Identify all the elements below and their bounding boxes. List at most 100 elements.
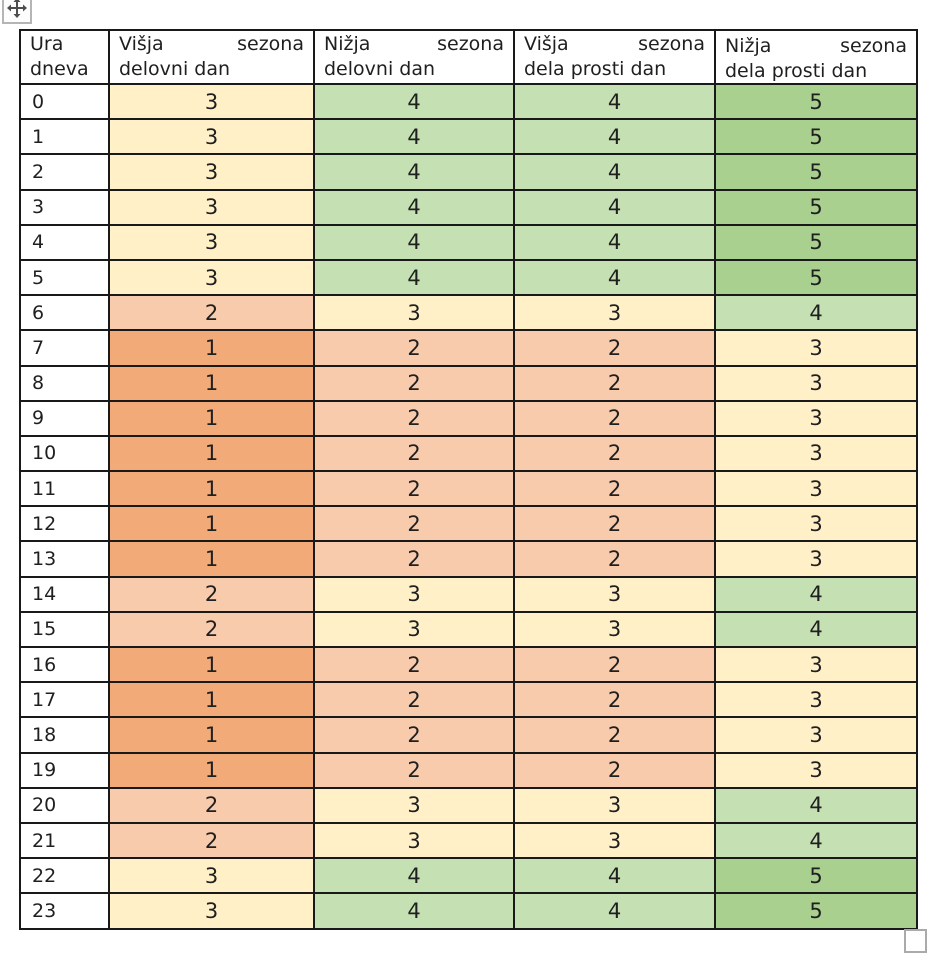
tariff-value-cell[interactable]: 2 [110,788,315,824]
tariff-value-cell[interactable]: 2 [110,823,315,860]
tariff-value-cell[interactable]: 4 [315,260,515,297]
tariff-value-cell[interactable]: 2 [315,753,515,789]
tariff-value-cell[interactable]: 3 [315,296,515,332]
tariff-value-cell[interactable]: 3 [716,648,918,684]
tariff-value-cell[interactable]: 2 [315,331,515,367]
tariff-value-cell[interactable]: 1 [110,753,315,789]
tariff-value-cell[interactable]: 4 [515,859,716,895]
hour-cell[interactable]: 14 [21,577,110,613]
tariff-value-cell[interactable]: 4 [315,155,515,191]
tariff-value-cell[interactable]: 2 [515,507,716,543]
column-header-low-season-workday[interactable]: Nižja sezona delovni dan [315,31,515,85]
hour-cell[interactable]: 16 [21,648,110,684]
hour-cell[interactable]: 4 [21,225,110,261]
column-header-low-season-freeday[interactable]: Nižja sezona dela prosti dan [716,31,918,85]
hour-cell[interactable]: 20 [21,788,110,824]
tariff-value-cell[interactable]: 5 [716,260,918,297]
tariff-value-cell[interactable]: 3 [110,120,315,156]
tariff-value-cell[interactable]: 3 [515,823,716,860]
tariff-value-cell[interactable]: 1 [110,366,315,402]
tariff-value-cell[interactable]: 3 [110,155,315,191]
tariff-value-cell[interactable]: 3 [716,683,918,719]
tariff-value-cell[interactable]: 1 [110,648,315,684]
tariff-value-cell[interactable]: 2 [515,648,716,684]
tariff-value-cell[interactable]: 3 [716,366,918,402]
hour-cell[interactable]: 3 [21,190,110,226]
tariff-value-cell[interactable]: 5 [716,155,918,191]
tariff-value-cell[interactable]: 2 [515,331,716,367]
hour-cell[interactable]: 21 [21,823,110,860]
tariff-value-cell[interactable]: 1 [110,507,315,543]
tariff-value-cell[interactable]: 4 [315,225,515,261]
tariff-value-cell[interactable]: 4 [315,120,515,156]
tariff-value-cell[interactable]: 2 [515,366,716,402]
tariff-value-cell[interactable]: 3 [716,753,918,789]
tariff-value-cell[interactable]: 2 [315,507,515,543]
table-resize-handle[interactable] [904,929,927,953]
tariff-value-cell[interactable]: 3 [515,577,716,613]
tariff-value-cell[interactable]: 2 [515,472,716,508]
tariff-value-cell[interactable]: 2 [515,542,716,578]
tariff-value-cell[interactable]: 5 [716,190,918,226]
tariff-value-cell[interactable]: 3 [716,331,918,367]
tariff-value-cell[interactable]: 4 [515,190,716,226]
hour-cell[interactable]: 6 [21,296,110,332]
hour-cell[interactable]: 17 [21,683,110,719]
tariff-value-cell[interactable]: 2 [315,401,515,437]
tariff-value-cell[interactable]: 3 [315,577,515,613]
tariff-value-cell[interactable]: 1 [110,718,315,754]
tariff-value-cell[interactable]: 1 [110,542,315,578]
tariff-value-cell[interactable]: 4 [315,859,515,895]
tariff-value-cell[interactable]: 1 [110,436,315,473]
tariff-value-cell[interactable]: 4 [315,894,515,930]
tariff-value-cell[interactable]: 2 [315,472,515,508]
tariff-value-cell[interactable]: 2 [315,648,515,684]
tariff-value-cell[interactable]: 3 [716,507,918,543]
tariff-value-cell[interactable]: 4 [515,155,716,191]
tariff-value-cell[interactable]: 2 [315,542,515,578]
hour-cell[interactable]: 2 [21,155,110,191]
tariff-value-cell[interactable]: 3 [110,190,315,226]
tariff-value-cell[interactable]: 4 [315,85,515,121]
tariff-value-cell[interactable]: 5 [716,859,918,895]
hour-cell[interactable]: 11 [21,472,110,508]
tariff-value-cell[interactable]: 3 [110,85,315,121]
tariff-value-cell[interactable]: 4 [515,225,716,261]
hour-cell[interactable]: 18 [21,718,110,754]
hour-cell[interactable]: 7 [21,331,110,367]
tariff-value-cell[interactable]: 3 [110,260,315,297]
tariff-value-cell[interactable]: 2 [515,436,716,473]
tariff-value-cell[interactable]: 4 [716,823,918,860]
tariff-value-cell[interactable]: 1 [110,683,315,719]
column-header-hour[interactable]: Ura dneva [21,31,110,85]
tariff-value-cell[interactable]: 3 [515,788,716,824]
tariff-value-cell[interactable]: 2 [515,401,716,437]
tariff-value-cell[interactable]: 3 [110,894,315,930]
table-move-handle[interactable] [2,0,32,24]
tariff-value-cell[interactable]: 1 [110,472,315,508]
tariff-value-cell[interactable]: 2 [515,718,716,754]
tariff-value-cell[interactable]: 1 [110,331,315,367]
tariff-value-cell[interactable]: 4 [515,894,716,930]
tariff-value-cell[interactable]: 3 [110,859,315,895]
tariff-value-cell[interactable]: 3 [515,296,716,332]
tariff-value-cell[interactable]: 5 [716,225,918,261]
tariff-value-cell[interactable]: 2 [110,612,315,648]
tariff-value-cell[interactable]: 3 [515,612,716,648]
column-header-high-season-freeday[interactable]: Višja sezona dela prosti dan [515,31,716,85]
tariff-value-cell[interactable]: 3 [716,401,918,437]
hour-cell[interactable]: 22 [21,859,110,895]
tariff-value-cell[interactable]: 2 [315,366,515,402]
hour-cell[interactable]: 0 [21,85,110,121]
hour-cell[interactable]: 12 [21,507,110,543]
hour-cell[interactable]: 19 [21,753,110,789]
tariff-value-cell[interactable]: 4 [716,296,918,332]
tariff-value-cell[interactable]: 4 [515,120,716,156]
tariff-value-cell[interactable]: 2 [315,718,515,754]
hour-cell[interactable]: 5 [21,260,110,297]
tariff-value-cell[interactable]: 2 [515,753,716,789]
hour-cell[interactable]: 8 [21,366,110,402]
tariff-value-cell[interactable]: 3 [315,612,515,648]
hour-cell[interactable]: 9 [21,401,110,437]
tariff-value-cell[interactable]: 1 [110,401,315,437]
